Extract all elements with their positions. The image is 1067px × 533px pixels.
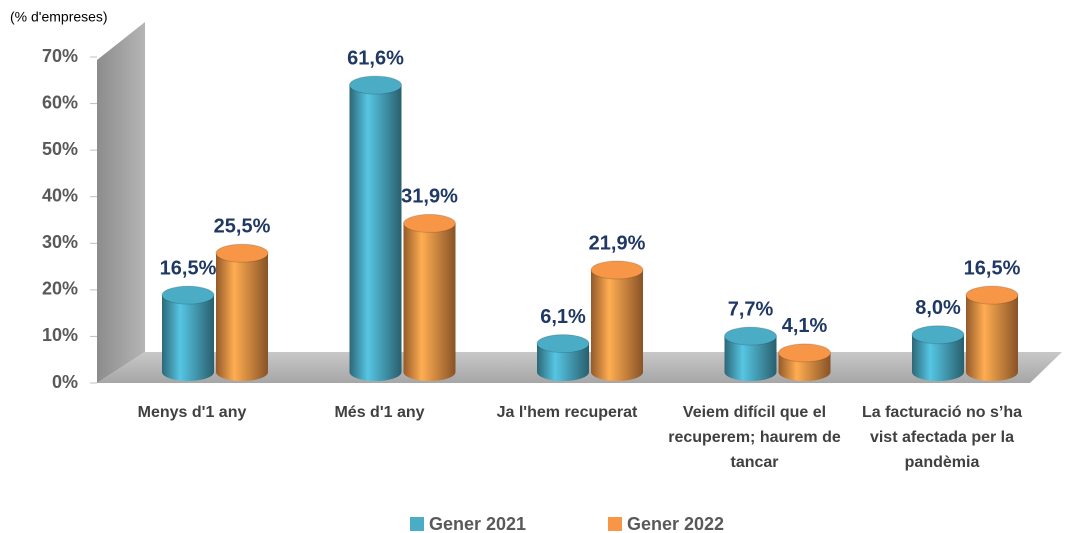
data-label: 4,1%	[782, 315, 828, 337]
bar-top	[215, 243, 269, 263]
bar-top	[724, 326, 777, 346]
y-tick-label: 40%	[42, 185, 78, 205]
x-tick-label: Més d'1 any	[334, 404, 425, 421]
y-tick-label: 0%	[52, 372, 78, 392]
data-label: 61,6%	[347, 47, 404, 69]
x-tick-label: Veiem difícil que el recuperem; haurem d…	[668, 404, 841, 471]
bar-top	[965, 285, 1019, 305]
bar-top	[911, 325, 965, 345]
bar	[162, 295, 214, 381]
data-label: 7,7%	[728, 298, 774, 320]
y-tick-label: 50%	[42, 139, 78, 159]
bar	[349, 85, 402, 382]
bar-top	[349, 75, 402, 95]
bar	[403, 223, 456, 381]
bar	[216, 253, 268, 381]
y-tick-label: 30%	[42, 232, 78, 252]
data-label: 25,5%	[214, 216, 271, 238]
bar-top	[161, 285, 215, 305]
bar	[591, 270, 643, 381]
bar	[966, 295, 1018, 381]
y-tick-label: 20%	[42, 279, 78, 299]
data-label: 8,0%	[915, 297, 961, 319]
bar	[537, 343, 589, 381]
data-label: 31,9%	[401, 186, 458, 208]
bar	[912, 334, 964, 381]
bar-top	[778, 343, 831, 363]
data-label: 16,5%	[160, 257, 217, 279]
data-label: 16,5%	[964, 257, 1021, 279]
back-wall	[97, 22, 145, 383]
y-tick-label: 60%	[42, 92, 78, 112]
y-tick-label: 70%	[42, 46, 78, 66]
legend-swatch	[410, 517, 424, 531]
data-label: 6,1%	[540, 306, 586, 328]
x-tick-label: Menys d'1 any	[137, 404, 247, 421]
data-label: 21,9%	[589, 232, 646, 254]
bar	[724, 336, 777, 381]
y-axis-label: (% d'empreses)	[10, 9, 108, 25]
x-tick-label: La facturació no s’ha vist afectada per …	[861, 404, 1023, 471]
x-tick-label: Ja l'hem recuperat	[496, 404, 638, 421]
legend-label: Gener 2021	[429, 514, 526, 533]
bar-top	[536, 334, 590, 354]
bar-top	[403, 213, 456, 233]
legend-swatch	[608, 517, 622, 531]
legend-label: Gener 2022	[627, 514, 724, 533]
bar-top	[590, 260, 644, 280]
y-tick-label: 10%	[42, 325, 78, 345]
